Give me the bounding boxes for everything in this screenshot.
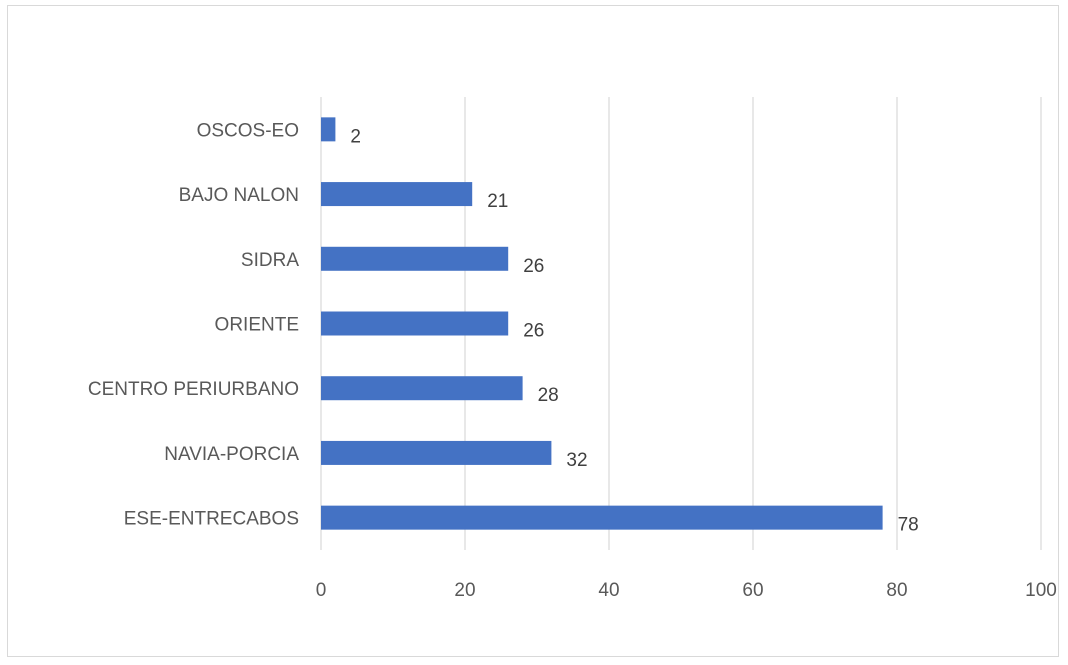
category-label: ORIENTE xyxy=(215,315,299,336)
data-label: 21 xyxy=(487,191,508,212)
data-label: 26 xyxy=(523,321,544,342)
data-label: 28 xyxy=(538,385,559,406)
data-label: 26 xyxy=(523,256,544,277)
x-tick-label: 60 xyxy=(742,580,763,601)
category-label: CENTRO PERIURBANO xyxy=(88,379,299,400)
category-labels: OSCOS-EO BAJO NALON SIDRA ORIENTE CENTRO PER… xyxy=(88,120,299,529)
bar-sidra xyxy=(321,246,509,271)
bar-oscos-eo xyxy=(321,117,336,142)
category-label: ESE-ENTRECABOS xyxy=(124,509,299,530)
data-labels: 2 21 26 26 28 32 78 xyxy=(350,126,918,535)
bars xyxy=(321,117,883,530)
x-tick-labels: 0 20 40 60 80 100 xyxy=(316,580,1057,601)
data-label: 78 xyxy=(898,515,919,536)
data-label: 32 xyxy=(566,450,587,471)
bar-centro-periurbano xyxy=(321,376,523,401)
category-label: NAVIA-PORCIA xyxy=(164,444,299,465)
category-label: SIDRA xyxy=(241,250,299,271)
bar-navia-porcia xyxy=(321,440,552,465)
data-label: 2 xyxy=(350,126,361,147)
category-label: BAJO NALON xyxy=(179,185,299,206)
category-label: OSCOS-EO xyxy=(197,120,299,141)
x-tick-label: 20 xyxy=(454,580,475,601)
gridlines xyxy=(320,97,1042,550)
x-tick-label: 100 xyxy=(1025,580,1057,601)
chart-area xyxy=(7,5,1059,657)
x-tick-label: 40 xyxy=(598,580,619,601)
bar-bajo-nalon xyxy=(321,182,473,207)
bar-oriente xyxy=(321,311,509,336)
bar-ese-entrecabos xyxy=(321,505,883,530)
x-tick-label: 0 xyxy=(316,580,327,601)
x-tick-label: 80 xyxy=(886,580,907,601)
